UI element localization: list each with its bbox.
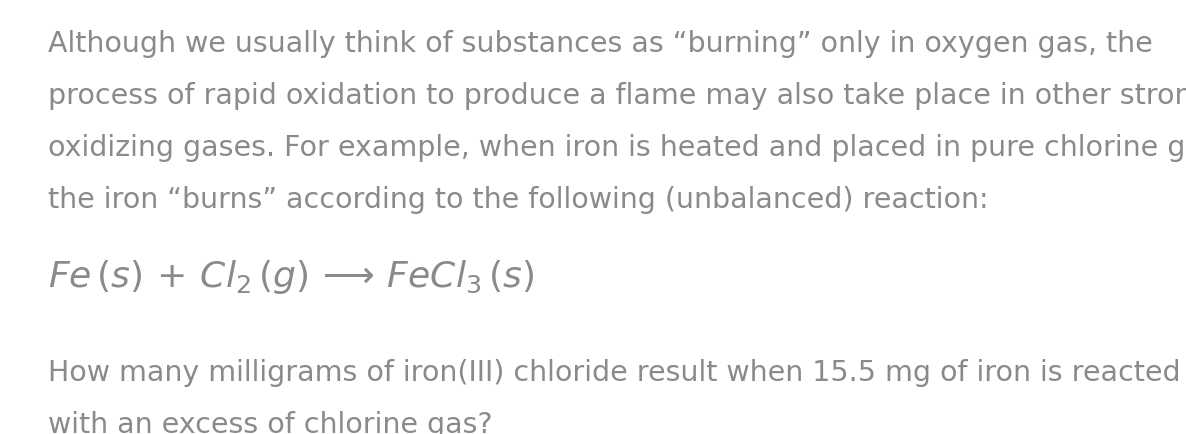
Text: with an excess of chlorine gas?: with an excess of chlorine gas?	[47, 411, 492, 434]
Text: oxidizing gases. For example, when iron is heated and placed in pure chlorine ga: oxidizing gases. For example, when iron …	[47, 134, 1186, 162]
Text: Although we usually think of substances as “burning” only in oxygen gas, the: Although we usually think of substances …	[47, 30, 1153, 58]
Text: $Fe\,(s)\,+\,Cl_2\,(g)\,\longrightarrow\,FeCl_3\,(s)$: $Fe\,(s)\,+\,Cl_2\,(g)\,\longrightarrow\…	[47, 258, 534, 296]
Text: the iron “burns” according to the following (unbalanced) reaction:: the iron “burns” according to the follow…	[47, 186, 989, 214]
Text: process of rapid oxidation to produce a flame may also take place in other stron: process of rapid oxidation to produce a …	[47, 82, 1186, 110]
Text: How many milligrams of iron(III) chloride result when 15.5 mg of iron is reacted: How many milligrams of iron(III) chlorid…	[47, 358, 1180, 387]
